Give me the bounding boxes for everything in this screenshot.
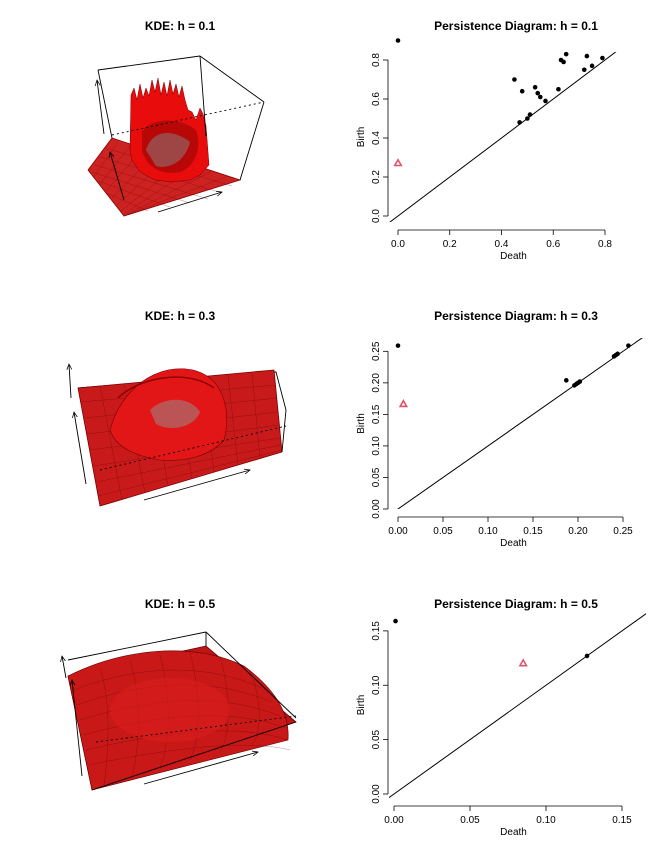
kde-mound-highlight-3 — [110, 678, 230, 742]
kde-axis-arrow-z-1 — [97, 80, 105, 135]
y-tick-label: 0.4 — [371, 131, 382, 145]
pd-title-1: Persistence Diagram: h = 0.1 — [434, 19, 598, 33]
diagonal-line — [389, 613, 646, 798]
persistence-point — [615, 351, 620, 357]
kde-axis-arrow-y-3 — [72, 680, 83, 777]
x-axis-label: Death — [500, 827, 527, 838]
kde-axis-arrow-y-1 — [110, 152, 125, 201]
persistence-point — [525, 116, 530, 121]
kde-axis-arrow-z-3 — [62, 656, 67, 679]
x-tick-label: 0.8 — [598, 239, 612, 250]
persistence-point — [577, 379, 583, 384]
kde-surface-3 — [62, 631, 297, 791]
persistence-point — [395, 343, 401, 348]
x-axis-label: Death — [500, 538, 527, 549]
y-axis-label: Birth — [356, 695, 367, 716]
persistence-point — [519, 88, 525, 94]
x-tick-label: 0.20 — [568, 526, 588, 537]
persistence-point — [512, 77, 517, 82]
diagonal-line — [397, 338, 643, 509]
kde-surface-2 — [69, 364, 287, 507]
death-point-triangle — [398, 399, 409, 408]
kde-axis-arrow-y-2 — [74, 412, 87, 485]
kde-box-dotted-2 — [99, 425, 287, 471]
death-point-triangle — [393, 158, 403, 167]
persistence-point — [556, 86, 561, 92]
y-tick-label: 0.6 — [371, 92, 382, 106]
x-tick-label: 0.25 — [613, 526, 633, 537]
x-tick-label: 0.10 — [478, 526, 498, 537]
y-axis-label: Birth — [356, 413, 367, 434]
kde-axis-arrow-x-3 — [143, 752, 258, 785]
kde-title-2: KDE: h = 0.3 — [145, 309, 216, 323]
y-tick-label: 0.05 — [371, 467, 382, 487]
persistence-point — [626, 343, 631, 348]
kde-mound-rim-2 — [117, 376, 215, 399]
y-tick-label: 0.8 — [371, 53, 382, 67]
persistence-point — [532, 85, 538, 90]
kde-axis-arrow-z-2 — [69, 364, 71, 399]
persistence-point — [393, 618, 398, 624]
persistence-point — [584, 653, 590, 659]
death-point-triangle — [518, 658, 528, 667]
x-axis-label: Death — [500, 251, 527, 262]
y-tick-label: 0.00 — [371, 784, 382, 804]
persistence-point — [527, 112, 533, 117]
x-tick-label: 0.00 — [384, 815, 404, 826]
x-tick-label: 0.6 — [546, 239, 560, 250]
persistence-point — [584, 53, 590, 59]
persistence-point — [561, 59, 566, 65]
persistence-point — [543, 98, 548, 104]
y-tick-label: 0.10 — [371, 436, 382, 456]
x-tick-label: 0.10 — [536, 815, 556, 826]
x-tick-label: 0.0 — [391, 239, 405, 250]
persistence-point — [517, 120, 522, 125]
persistence-point — [564, 378, 569, 383]
kde-mound-dip-2 — [150, 399, 200, 428]
pd-title-2: Persistence Diagram: h = 0.3 — [434, 309, 598, 323]
persistence-point — [395, 38, 401, 43]
y-tick-label: 0.10 — [371, 675, 382, 695]
kde-crater-grey-1 — [146, 132, 190, 167]
x-tick-label: 0.2 — [443, 239, 457, 250]
pd-title-3: Persistence Diagram: h = 0.5 — [434, 597, 598, 611]
y-axis-label: Birth — [356, 127, 367, 148]
persistence-point — [535, 90, 541, 96]
kde-surface-1 — [87, 55, 265, 217]
y-tick-label: 0.05 — [371, 729, 382, 749]
y-tick-label: 0.00 — [371, 499, 382, 519]
persistence-point — [538, 94, 543, 100]
persistence-diagram-1: 0.0 0.2 0.4 0.6 0.8 0.0 0.2 0.4 0.6 0.8 Death Birth — [356, 38, 617, 262]
persistence-point — [589, 63, 595, 69]
kde-box-3 — [67, 631, 297, 791]
y-tick-label: 0.2 — [371, 170, 382, 184]
persistence-diagram-2: 0.00 0.05 0.10 0.15 0.20 0.25 0.00 0.05 0.10 0.15… — [356, 338, 643, 549]
y-tick-label: 0.15 — [371, 404, 382, 424]
x-tick-label: 0.15 — [523, 526, 543, 537]
y-tick-label: 0.0 — [371, 209, 382, 223]
y-tick-label: 0.15 — [371, 621, 382, 641]
x-tick-label: 0.05 — [460, 815, 480, 826]
persistence-point — [563, 51, 569, 57]
x-tick-label: 0.4 — [495, 239, 509, 250]
diagonal-line — [389, 52, 617, 222]
y-tick-label: 0.20 — [371, 373, 382, 393]
kde-axis-arrow-x-1 — [157, 192, 222, 213]
persistence-point — [582, 67, 587, 73]
kde-title-1: KDE: h = 0.1 — [145, 19, 216, 33]
persistence-point — [600, 55, 605, 61]
x-tick-label: 0.15 — [612, 815, 632, 826]
kde-axis-arrow-x-2 — [143, 470, 250, 501]
x-tick-label: 0.00 — [388, 526, 408, 537]
kde-mound-grid-3 — [73, 651, 291, 787]
x-tick-label: 0.05 — [433, 526, 453, 537]
kde-title-3: KDE: h = 0.5 — [145, 597, 216, 611]
y-tick-label: 0.25 — [371, 341, 382, 361]
kde-box-front-2 — [281, 409, 287, 453]
persistence-diagram-3: 0.00 0.05 0.10 0.15 0.00 0.05 0.10 0.15 Death Bir… — [356, 613, 646, 838]
